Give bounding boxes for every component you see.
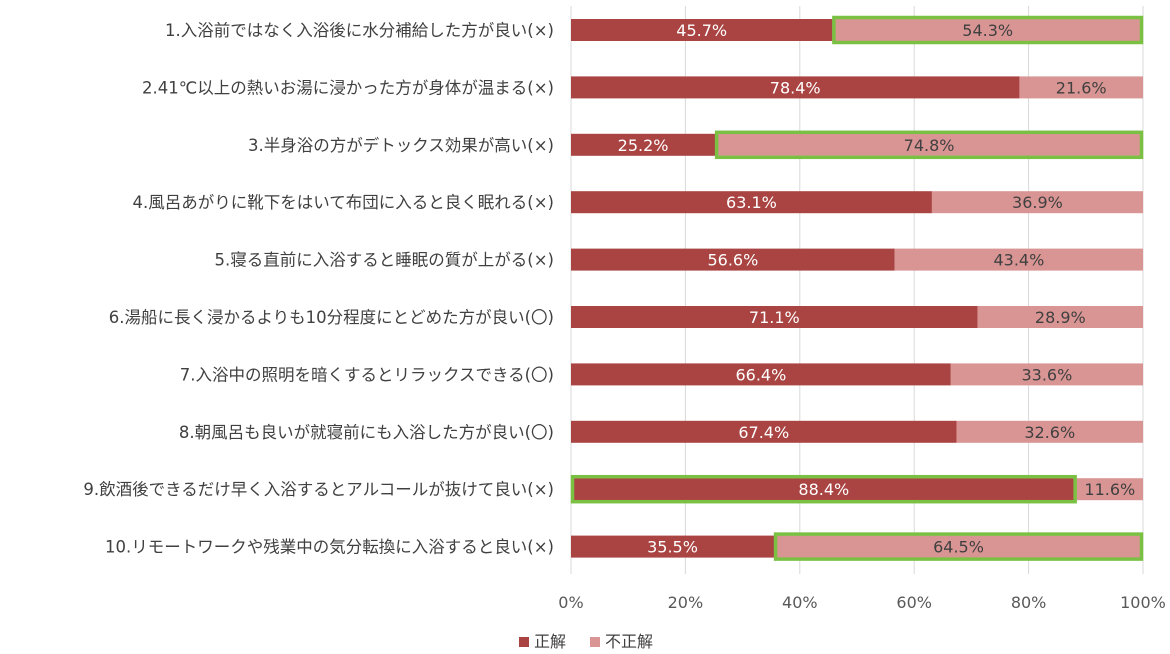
category-label: 5.寝る直前に入浴すると睡眠の質が上がる(×) [215,250,554,270]
data-label: 56.6% [707,251,758,270]
x-tick-label: 60% [896,593,932,612]
x-tick-label: 100% [1120,593,1166,612]
bar-segment-correct [571,248,895,271]
data-label: 11.6% [1084,480,1135,499]
category-label: 6.湯船に長く浸かるよりも10分程度にとどめた方が良い(〇) [109,308,554,327]
data-label: 36.9% [1012,193,1063,212]
legend-swatch [519,637,529,647]
bar-segment-incorrect [950,363,1143,386]
bar-segment-incorrect [956,420,1143,443]
bar-segment-correct [571,420,957,443]
bar-segment-incorrect [1076,478,1143,501]
data-label: 33.6% [1021,365,1072,384]
legend: 正解 不正解 [519,632,653,651]
bar-segment-incorrect [931,191,1143,214]
highlight-box [832,15,1144,45]
category-label: 1.入浴前ではなく入浴後に水分補給した方が良い(×) [165,21,554,40]
category-label: 4.風呂あがりに靴下をはいて布団に入ると良く眠れる(×) [133,193,554,212]
data-label: 66.4% [735,365,786,384]
category-label: 7.入浴中の照明を暗くするとリラックスできる(〇) [180,365,554,384]
data-label: 71.1% [749,308,800,327]
highlight-boxes [570,15,1144,561]
bar-segment-correct [571,133,716,156]
category-label: 2.41℃以上の熱いお湯に浸かった方が身体が温まる(×) [142,78,554,97]
bar-segment-incorrect [832,19,1143,41]
x-tick-label: 20% [668,593,704,612]
data-label: 78.4% [770,78,821,97]
data-label: 74.8% [904,136,955,155]
data-label: 35.5% [647,538,698,557]
bar-segment-incorrect [774,535,1143,558]
bar-segment-incorrect [715,133,1143,156]
data-label: 63.1% [726,193,777,212]
data-label: 64.5% [933,538,984,557]
data-label: 32.6% [1024,423,1075,442]
category-labels: 1.入浴前ではなく入浴後に水分補給した方が良い(×) 2.41℃以上の熱いお湯に浸… [83,21,554,557]
highlight-box [773,532,1144,561]
bar-segment-correct [571,191,932,214]
legend-swatch [590,637,600,647]
data-label: 25.2% [618,136,669,155]
x-tick-label: 40% [782,593,818,612]
bar-segment-incorrect [1019,76,1143,99]
data-label: 28.9% [1035,308,1086,327]
data-label: 21.6% [1056,78,1107,97]
bar-segment-correct [571,306,978,328]
legend-label: 不正解 [605,632,653,651]
bar-segment-correct [571,363,951,386]
data-label: 88.4% [798,480,849,499]
x-tick-label: 80% [1011,593,1047,612]
bar-segment-incorrect [894,248,1143,271]
data-label: 45.7% [676,21,727,40]
highlight-box [714,130,1144,160]
bar-segment-correct [571,478,1077,501]
bar-segment-incorrect [977,306,1143,328]
data-label: 67.4% [738,423,789,442]
highlight-box [570,474,1077,504]
data-label: 54.3% [962,21,1013,40]
legend-label: 正解 [534,632,566,651]
category-label: 3.半身浴の方がデトックス効果が高い(×) [248,135,554,155]
value-labels: 45.7% 54.3% 78.4% 21.6% 25.2% 74.8% 63.1% 36.9%… [618,21,1136,557]
category-label: 10.リモートワークや残業中の気分転換に入浴すると良い(×) [105,538,554,557]
bar-segment-correct [571,535,775,558]
category-label: 9.飲酒後できるだけ早く入浴するとアルコールが抜けて良い(×) [83,480,554,499]
category-label: 8.朝風呂も良いが就寝前にも入浴した方が良い(〇) [179,422,554,442]
x-axis-ticks: 0% 20% 40% 60% 80% 100% [558,593,1166,612]
x-tick-label: 0% [558,593,583,612]
bar-segment-correct [571,19,833,41]
data-label: 43.4% [993,251,1044,270]
bar-segment-correct [571,76,1020,99]
bars [571,19,1143,558]
